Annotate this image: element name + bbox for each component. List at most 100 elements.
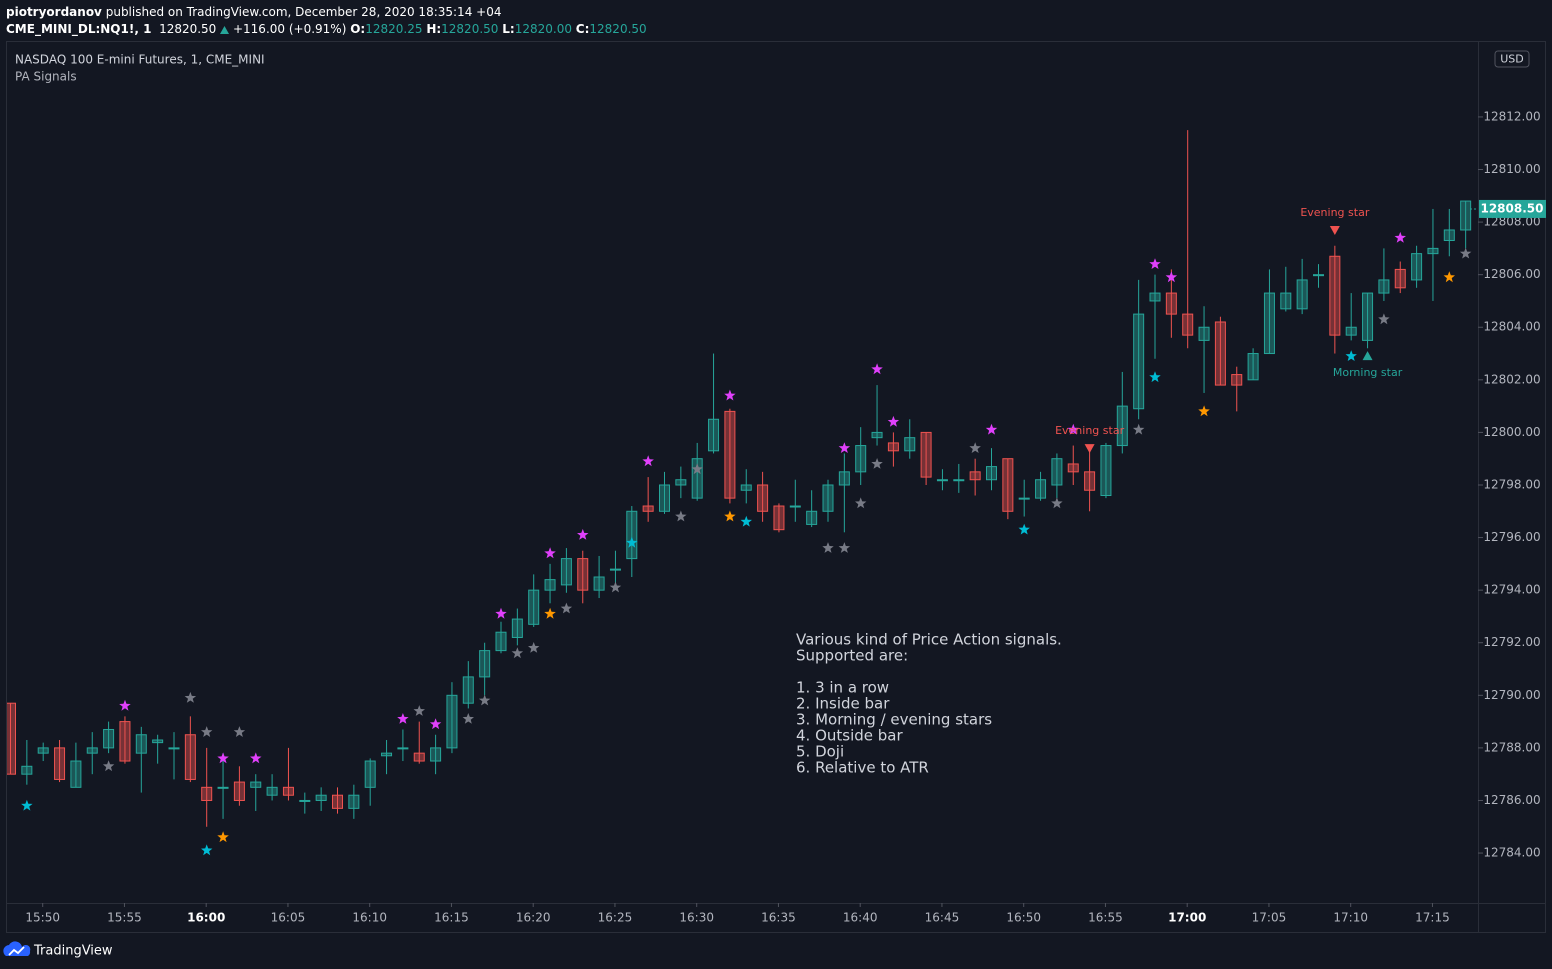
signal-triangle xyxy=(1084,444,1095,454)
y-tick-label: 12784.00 xyxy=(1483,846,1540,860)
candle-body xyxy=(1329,255,1341,336)
candle-body xyxy=(920,431,932,478)
change: +116.00 (+0.91%) xyxy=(232,22,347,36)
candle-body xyxy=(1296,279,1308,310)
candle-body xyxy=(86,747,98,754)
signal-star xyxy=(21,799,33,811)
signal-star xyxy=(740,515,752,527)
signal-star xyxy=(528,642,540,653)
axes: 12784.00 12786.00 12788.00 12790.00 12792.00… xyxy=(25,109,1546,925)
candle-body xyxy=(593,576,605,591)
note-item: 2. Inside bar xyxy=(796,695,890,713)
x-tick-label: 16:10 xyxy=(352,911,387,925)
candle-body xyxy=(1035,479,1047,499)
signal-star xyxy=(1394,231,1406,243)
up-arrow xyxy=(220,26,230,34)
frame xyxy=(6,41,1546,933)
signal-star xyxy=(544,607,556,619)
published: published on TradingView.com, December 2… xyxy=(105,5,502,19)
note-item: 5. Doji xyxy=(796,743,844,761)
signal-star xyxy=(1149,371,1161,383)
y-tick-label: 12804.00 xyxy=(1483,320,1540,334)
candle-body xyxy=(1100,445,1112,497)
symbol: CME_MINI_DL:NQ1!, 1 xyxy=(6,22,152,36)
signal-star xyxy=(429,718,442,730)
candle-body xyxy=(1460,200,1472,231)
x-tick-label: 17:00 xyxy=(1168,911,1206,925)
signal-star xyxy=(1149,258,1161,269)
candle-body xyxy=(986,466,997,481)
candle-body xyxy=(577,558,589,591)
signal-star xyxy=(1198,405,1210,417)
candle-body xyxy=(1362,292,1374,341)
footer-brand: TradingView xyxy=(33,944,113,959)
signal-star xyxy=(413,705,425,716)
candle-body xyxy=(822,484,834,512)
signal-star xyxy=(691,463,703,475)
y-tick-label: 12802.00 xyxy=(1483,372,1540,386)
signal-star xyxy=(822,542,834,553)
candle-body xyxy=(7,702,16,775)
signal-label: Morning star xyxy=(1333,366,1403,379)
candle-body xyxy=(871,431,883,439)
signal-star xyxy=(217,831,229,843)
y-tick-label: 12800.00 xyxy=(1483,425,1540,439)
candle-body xyxy=(1182,313,1194,336)
x-tick-label: 15:55 xyxy=(107,911,142,925)
note: Various kind of Price Action signals.Sup… xyxy=(796,631,1062,777)
footer-logo xyxy=(3,941,31,956)
x-tick-label: 17:10 xyxy=(1333,911,1368,925)
candle-body xyxy=(446,694,458,749)
candle-body xyxy=(70,760,82,788)
candle-body xyxy=(691,458,703,499)
candle-body xyxy=(789,505,801,508)
note-item: 1. 3 in a row xyxy=(796,679,889,697)
x-tick-label: 16:00 xyxy=(187,911,225,925)
x-tick-label: 17:05 xyxy=(1252,911,1287,925)
signal-star xyxy=(217,752,229,764)
y-tick-label: 12806.00 xyxy=(1483,267,1540,281)
c-label: C: xyxy=(575,22,590,36)
c-value: 12820.50 xyxy=(589,22,647,36)
candle-body xyxy=(1427,247,1439,255)
signal-star xyxy=(1378,313,1390,325)
currency-box xyxy=(1494,50,1530,68)
candle-body xyxy=(21,765,33,775)
note-line: Supported are: xyxy=(796,647,908,665)
note-line: Various kind of Price Action signals. xyxy=(796,631,1062,649)
signal-label: Evening star xyxy=(1300,206,1369,219)
plot: Evening star Evening star Morning star xyxy=(7,130,1472,856)
y-tick-label: 12792.00 xyxy=(1483,635,1540,649)
candle-body xyxy=(904,437,916,452)
candle-body xyxy=(1165,292,1177,315)
x-tick-label: 16:30 xyxy=(679,911,714,925)
signal-star xyxy=(724,389,736,401)
signal-star xyxy=(397,713,409,724)
signal-triangle xyxy=(1362,351,1373,361)
candle-body xyxy=(315,794,327,801)
last-price-label: 12808.50 xyxy=(1480,201,1543,215)
signal-star xyxy=(985,423,998,435)
candle-body xyxy=(430,747,442,762)
y-tick-label: 12790.00 xyxy=(1483,688,1540,702)
signal-star xyxy=(675,510,687,522)
signal-star xyxy=(544,547,556,559)
candle-body xyxy=(528,589,540,625)
signal-star xyxy=(838,442,851,453)
x-tick-label: 15:50 xyxy=(25,911,60,925)
signal-star xyxy=(969,442,981,453)
signal-star xyxy=(511,647,524,659)
candle-body xyxy=(1247,353,1259,381)
candle-body xyxy=(54,747,66,780)
y-tick-label: 12796.00 xyxy=(1483,530,1540,544)
x-tick-label: 16:20 xyxy=(516,911,551,925)
signal-star xyxy=(1345,350,1357,361)
candle-body xyxy=(887,442,899,452)
candle-body xyxy=(282,786,294,796)
candle-body xyxy=(659,484,670,512)
candle-body xyxy=(1345,326,1357,336)
candle-body xyxy=(184,734,196,780)
y-tick-label: 12810.00 xyxy=(1483,162,1540,176)
x-tick-label: 16:55 xyxy=(1088,911,1123,925)
